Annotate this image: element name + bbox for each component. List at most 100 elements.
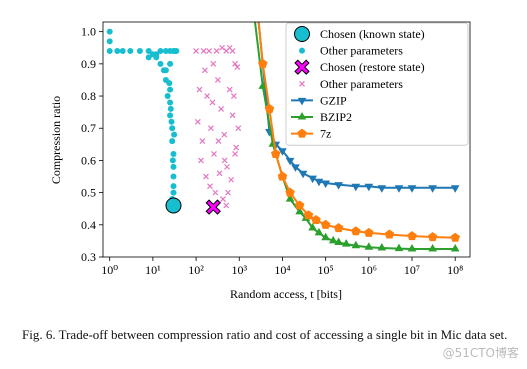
plot-area (106, 0, 460, 252)
marker (216, 170, 223, 177)
marker (285, 157, 295, 166)
marker (321, 232, 330, 241)
x-tick-label: 10⁶ (361, 263, 377, 277)
marker (328, 235, 338, 244)
marker (407, 231, 417, 241)
y-tick-label: 0.5 (81, 186, 96, 200)
marker (364, 242, 374, 250)
marker (295, 206, 304, 215)
marker (206, 48, 212, 54)
marker (407, 185, 417, 193)
marker (218, 105, 225, 112)
marker (233, 144, 240, 151)
marker (114, 47, 121, 54)
x-tick-label: 10⁰ (101, 263, 118, 277)
marker (303, 210, 314, 220)
marker (170, 150, 177, 157)
marker (210, 60, 217, 67)
marker (334, 182, 343, 190)
marker (166, 80, 173, 87)
legend: Chosen (known state) Other parameters Chos… (285, 22, 469, 146)
marker (193, 48, 199, 54)
marker (119, 47, 126, 54)
marker (341, 239, 351, 247)
marker (311, 215, 321, 224)
x-tick-label: 10³ (231, 263, 247, 277)
marker (232, 151, 238, 157)
marker (228, 176, 235, 183)
marker (297, 128, 307, 138)
marker (215, 138, 222, 145)
legend-label: GZIP (320, 93, 347, 107)
marker (248, 0, 257, 2)
marker (157, 60, 164, 67)
legend-label: Chosen (restore state) (320, 60, 425, 74)
marker (207, 125, 214, 132)
marker (351, 240, 361, 249)
marker (167, 112, 174, 119)
marker (450, 232, 460, 242)
watermark: @51CTO博客 (442, 346, 519, 360)
y-tick-label: 1.0 (81, 25, 96, 39)
x-tick-label: 10⁵ (318, 263, 334, 277)
marker (196, 86, 203, 93)
marker (427, 232, 438, 242)
marker (225, 189, 231, 196)
marker (200, 48, 207, 54)
y-axis-label: Compression ratio (49, 96, 63, 184)
marker (428, 244, 437, 252)
marker (153, 51, 160, 58)
marker (314, 178, 324, 187)
marker (165, 197, 182, 214)
y-tick-label: 0.8 (81, 89, 96, 103)
marker (167, 99, 174, 106)
marker (234, 64, 241, 70)
marker (285, 194, 295, 202)
marker (220, 196, 226, 202)
marker (428, 185, 437, 193)
marker (384, 229, 395, 239)
marker (198, 157, 204, 164)
marker (298, 170, 308, 179)
marker (277, 171, 288, 181)
marker (230, 93, 237, 99)
marker (219, 44, 225, 51)
x-tick-label: 10⁴ (274, 263, 290, 277)
marker (169, 138, 176, 145)
marker (167, 86, 174, 93)
x-tick-label: 10² (188, 263, 204, 277)
marker (278, 148, 287, 156)
marker (394, 185, 404, 193)
marker (299, 80, 305, 87)
marker (211, 151, 217, 157)
marker (221, 157, 228, 164)
marker (209, 99, 216, 106)
marker (364, 183, 374, 192)
marker (351, 226, 361, 236)
marker (221, 131, 228, 138)
legend-label: Chosen (known state) (320, 27, 425, 41)
marker (450, 185, 460, 193)
marker (229, 48, 236, 54)
legend-label: Other parameters (320, 44, 403, 58)
marker (160, 67, 167, 74)
marker (169, 125, 176, 132)
marker (394, 243, 404, 252)
x-tick-label: 10⁸ (447, 263, 463, 277)
marker (377, 185, 387, 193)
marker (297, 97, 307, 106)
marker (212, 189, 219, 196)
legend-label: 7z (320, 127, 331, 141)
marker (252, 0, 262, 4)
marker (333, 223, 344, 233)
marker (145, 47, 152, 54)
y-tick-label: 0.9 (81, 57, 96, 71)
y-tick-label: 0.3 (81, 250, 96, 264)
marker (226, 86, 233, 93)
marker (204, 93, 211, 99)
y-tick-label: 0.6 (81, 153, 96, 167)
marker (170, 163, 177, 170)
chart: Random access, t [bits] Compression rati… (49, 0, 471, 301)
marker (205, 199, 221, 215)
marker (214, 77, 221, 83)
